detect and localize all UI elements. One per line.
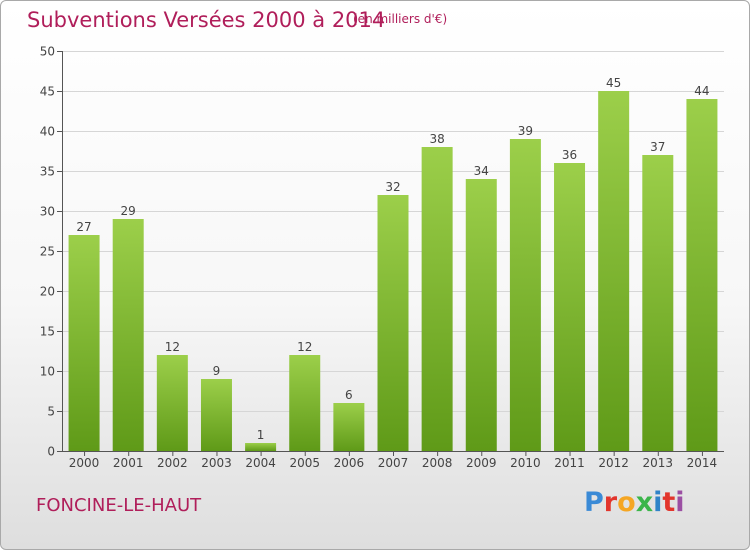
bar	[686, 99, 718, 451]
x-tick-label: 2010	[510, 456, 541, 470]
chart-title: Subventions Versées 2000 à 2014	[27, 8, 386, 32]
y-tick-label: 25	[40, 245, 55, 259]
logo-letter: r	[603, 487, 618, 518]
x-tick-labels: 2000 2001 2002 2003 2004 2005 2006 2007 2008 2009…	[69, 456, 717, 470]
commune-name: FONCINE-LE-HAUT	[36, 495, 202, 516]
y-tick-label: 0	[47, 445, 55, 459]
logo-letter: i	[653, 487, 663, 518]
bar-series	[68, 91, 718, 451]
bar	[377, 195, 409, 451]
y-tick-label: 30	[40, 205, 55, 219]
x-tick-label: 2005	[289, 456, 320, 470]
y-tick-label: 20	[40, 285, 55, 299]
data-label: 37	[650, 140, 665, 154]
bar	[509, 139, 541, 451]
bar	[200, 379, 232, 451]
bar	[333, 403, 365, 451]
data-label: 12	[297, 340, 312, 354]
y-tick-label: 35	[40, 165, 55, 179]
y-tick-label: 15	[40, 325, 55, 339]
x-tick-label: 2013	[643, 456, 674, 470]
bar	[554, 163, 586, 451]
data-label: 1	[257, 428, 265, 442]
data-label: 12	[165, 340, 180, 354]
bar	[598, 91, 630, 451]
logo-letter: t	[662, 487, 676, 518]
proxiti-logo: Proxiti	[584, 487, 685, 518]
logo-letter: o	[617, 487, 636, 518]
data-label: 45	[606, 76, 621, 90]
bar	[245, 443, 277, 451]
data-label: 34	[474, 164, 489, 178]
y-tick-labels: 0 5 10 15 20 25 30 35 40 45 50	[40, 45, 55, 459]
bar	[68, 235, 100, 451]
data-label: 38	[429, 132, 444, 146]
x-tick-label: 2008	[422, 456, 453, 470]
unit-label: (en milliers d'€)	[353, 12, 448, 26]
y-tick-label: 50	[40, 45, 55, 59]
bar	[112, 219, 144, 451]
x-tick-label: 2009	[466, 456, 497, 470]
y-tick-label: 10	[40, 365, 55, 379]
x-tick-label: 2002	[157, 456, 188, 470]
x-tick-label: 2011	[554, 456, 585, 470]
logo-letter: x	[635, 487, 654, 518]
x-tick-label: 2012	[598, 456, 629, 470]
x-tick-label: 2001	[113, 456, 144, 470]
data-labels: 27 29 12 9 1 12 6 32 38 34 39 36 45 37 44	[76, 76, 709, 442]
bar	[289, 355, 321, 451]
data-label: 36	[562, 148, 577, 162]
x-tick-label: 2000	[69, 456, 100, 470]
bar	[642, 155, 674, 451]
bar	[156, 355, 188, 451]
x-tick-label: 2003	[201, 456, 232, 470]
data-label: 44	[694, 84, 709, 98]
y-tick-label: 40	[40, 125, 55, 139]
bar	[465, 179, 497, 451]
data-label: 39	[518, 124, 533, 138]
data-label: 32	[385, 180, 400, 194]
data-label: 9	[213, 364, 221, 378]
y-tick-label: 45	[40, 85, 55, 99]
x-tick-label: 2004	[245, 456, 276, 470]
bar	[421, 147, 453, 451]
y-tick-label: 5	[47, 405, 55, 419]
data-label: 29	[121, 204, 136, 218]
logo-letter: i	[675, 487, 685, 518]
x-tick-label: 2006	[334, 456, 365, 470]
x-tick-label: 2007	[378, 456, 409, 470]
logo-letter: P	[584, 487, 604, 518]
data-label: 27	[76, 220, 91, 234]
data-label: 6	[345, 388, 353, 402]
axes	[62, 51, 724, 456]
x-tick-label: 2014	[687, 456, 718, 470]
